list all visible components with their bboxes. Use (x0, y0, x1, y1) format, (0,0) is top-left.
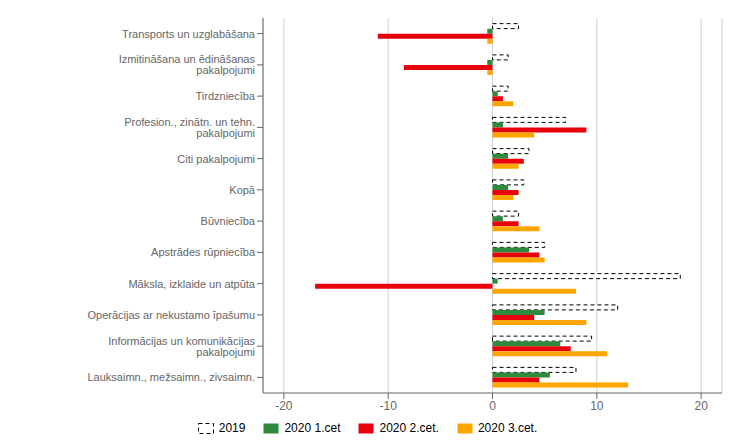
svg-text:0: 0 (489, 399, 496, 413)
svg-text:Tirdzniecība: Tirdzniecība (195, 90, 255, 102)
svg-text:Kopā: Kopā (229, 184, 256, 196)
svg-text:Profesion., zinātn. un tehn.pa: Profesion., zinātn. un tehn.pakalpojumi (124, 116, 255, 139)
svg-text:-20: -20 (275, 399, 293, 413)
html-text:2019: 2019 (218, 421, 246, 435)
html-text:2020 1.cet: 2020 1.cet (284, 421, 341, 435)
svg-text:-10: -10 (380, 399, 398, 413)
svg-text:Informācijas un komunikācijasp: Informācijas un komunikācijaspakalpojumi (108, 335, 255, 358)
svg-text:Operācijas ar nekustamo īpašum: Operācijas ar nekustamo īpašumu (87, 309, 255, 321)
svg-text:Būvniecība: Būvniecība (201, 215, 256, 227)
svg-text:10: 10 (590, 399, 604, 413)
svg-text:Transports un uzglabāšana: Transports un uzglabāšana (122, 28, 256, 40)
svg-text:Lauksaimn., mežsaimn., zivsaim: Lauksaimn., mežsaimn., zivsaimn. (88, 371, 256, 383)
svg-text:Apstrādes rūpniecība: Apstrādes rūpniecība (151, 246, 256, 258)
svg-text:Citi pakalpojumi: Citi pakalpojumi (177, 153, 255, 165)
html-text:2020 3.cet.: 2020 3.cet. (477, 421, 538, 435)
svg-text:20: 20 (694, 399, 708, 413)
svg-text:Izmitināšana un ēdināšanaspaka: Izmitināšana un ēdināšanaspakalpojumi (119, 53, 256, 76)
svg-text:Māksla, izklaide un atpūta: Māksla, izklaide un atpūta (128, 278, 255, 290)
html-text:2020 2.cet.: 2020 2.cet. (379, 421, 439, 435)
